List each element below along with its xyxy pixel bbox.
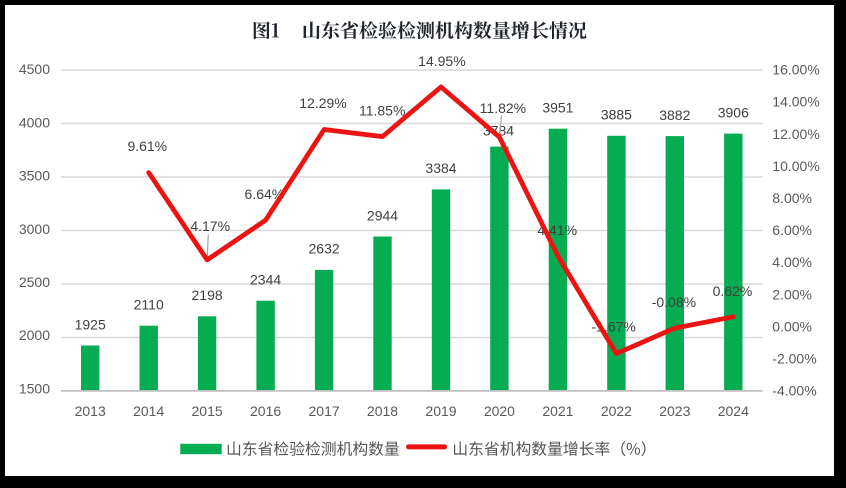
svg-text:0.62%: 0.62% xyxy=(713,283,753,299)
svg-text:8.00%: 8.00% xyxy=(772,190,812,206)
svg-text:3951: 3951 xyxy=(542,100,573,116)
svg-text:2944: 2944 xyxy=(367,207,398,223)
svg-text:2022: 2022 xyxy=(601,403,632,419)
svg-text:9.61%: 9.61% xyxy=(127,138,167,154)
svg-text:2017: 2017 xyxy=(309,403,340,419)
svg-text:4500: 4500 xyxy=(19,61,50,77)
svg-text:0.00%: 0.00% xyxy=(772,318,812,334)
svg-text:2024: 2024 xyxy=(718,403,749,419)
svg-text:4.00%: 4.00% xyxy=(772,254,812,270)
svg-text:2013: 2013 xyxy=(75,403,106,419)
svg-text:1500: 1500 xyxy=(19,380,50,396)
svg-text:3882: 3882 xyxy=(659,107,690,123)
svg-text:6.64%: 6.64% xyxy=(245,186,285,202)
svg-text:2016: 2016 xyxy=(250,403,281,419)
svg-text:2014: 2014 xyxy=(133,403,164,419)
svg-text:1925: 1925 xyxy=(75,316,106,332)
svg-text:3906: 3906 xyxy=(718,104,749,120)
svg-text:2500: 2500 xyxy=(19,274,50,290)
svg-text:-0.08%: -0.08% xyxy=(652,294,696,310)
svg-text:2.00%: 2.00% xyxy=(772,286,812,302)
svg-text:6.00%: 6.00% xyxy=(772,222,812,238)
svg-text:2023: 2023 xyxy=(659,403,690,419)
svg-text:4.17%: 4.17% xyxy=(190,218,230,234)
svg-text:2000: 2000 xyxy=(19,327,50,343)
svg-text:3384: 3384 xyxy=(425,160,456,176)
svg-text:4000: 4000 xyxy=(19,114,50,130)
svg-text:3000: 3000 xyxy=(19,221,50,237)
svg-text:10.00%: 10.00% xyxy=(772,158,819,174)
svg-text:3500: 3500 xyxy=(19,168,50,184)
svg-text:2018: 2018 xyxy=(367,403,398,419)
svg-text:2019: 2019 xyxy=(425,403,456,419)
svg-text:-2.00%: -2.00% xyxy=(772,351,816,367)
svg-text:11.85%: 11.85% xyxy=(359,102,405,118)
svg-text:2344: 2344 xyxy=(250,272,281,288)
svg-text:2198: 2198 xyxy=(192,287,223,303)
svg-text:16.00%: 16.00% xyxy=(772,62,819,78)
svg-text:12.00%: 12.00% xyxy=(772,126,819,142)
svg-text:14.00%: 14.00% xyxy=(772,94,819,110)
svg-text:2021: 2021 xyxy=(542,403,573,419)
svg-text:2020: 2020 xyxy=(484,403,515,419)
svg-text:2015: 2015 xyxy=(192,403,223,419)
svg-text:-4.00%: -4.00% xyxy=(772,383,816,399)
svg-text:12.29%: 12.29% xyxy=(299,95,346,111)
svg-text:14.95%: 14.95% xyxy=(418,53,465,69)
svg-text:3885: 3885 xyxy=(601,107,632,123)
svg-text:2110: 2110 xyxy=(134,297,164,313)
svg-text:11.82%: 11.82% xyxy=(480,100,526,116)
svg-text:2632: 2632 xyxy=(309,241,340,257)
